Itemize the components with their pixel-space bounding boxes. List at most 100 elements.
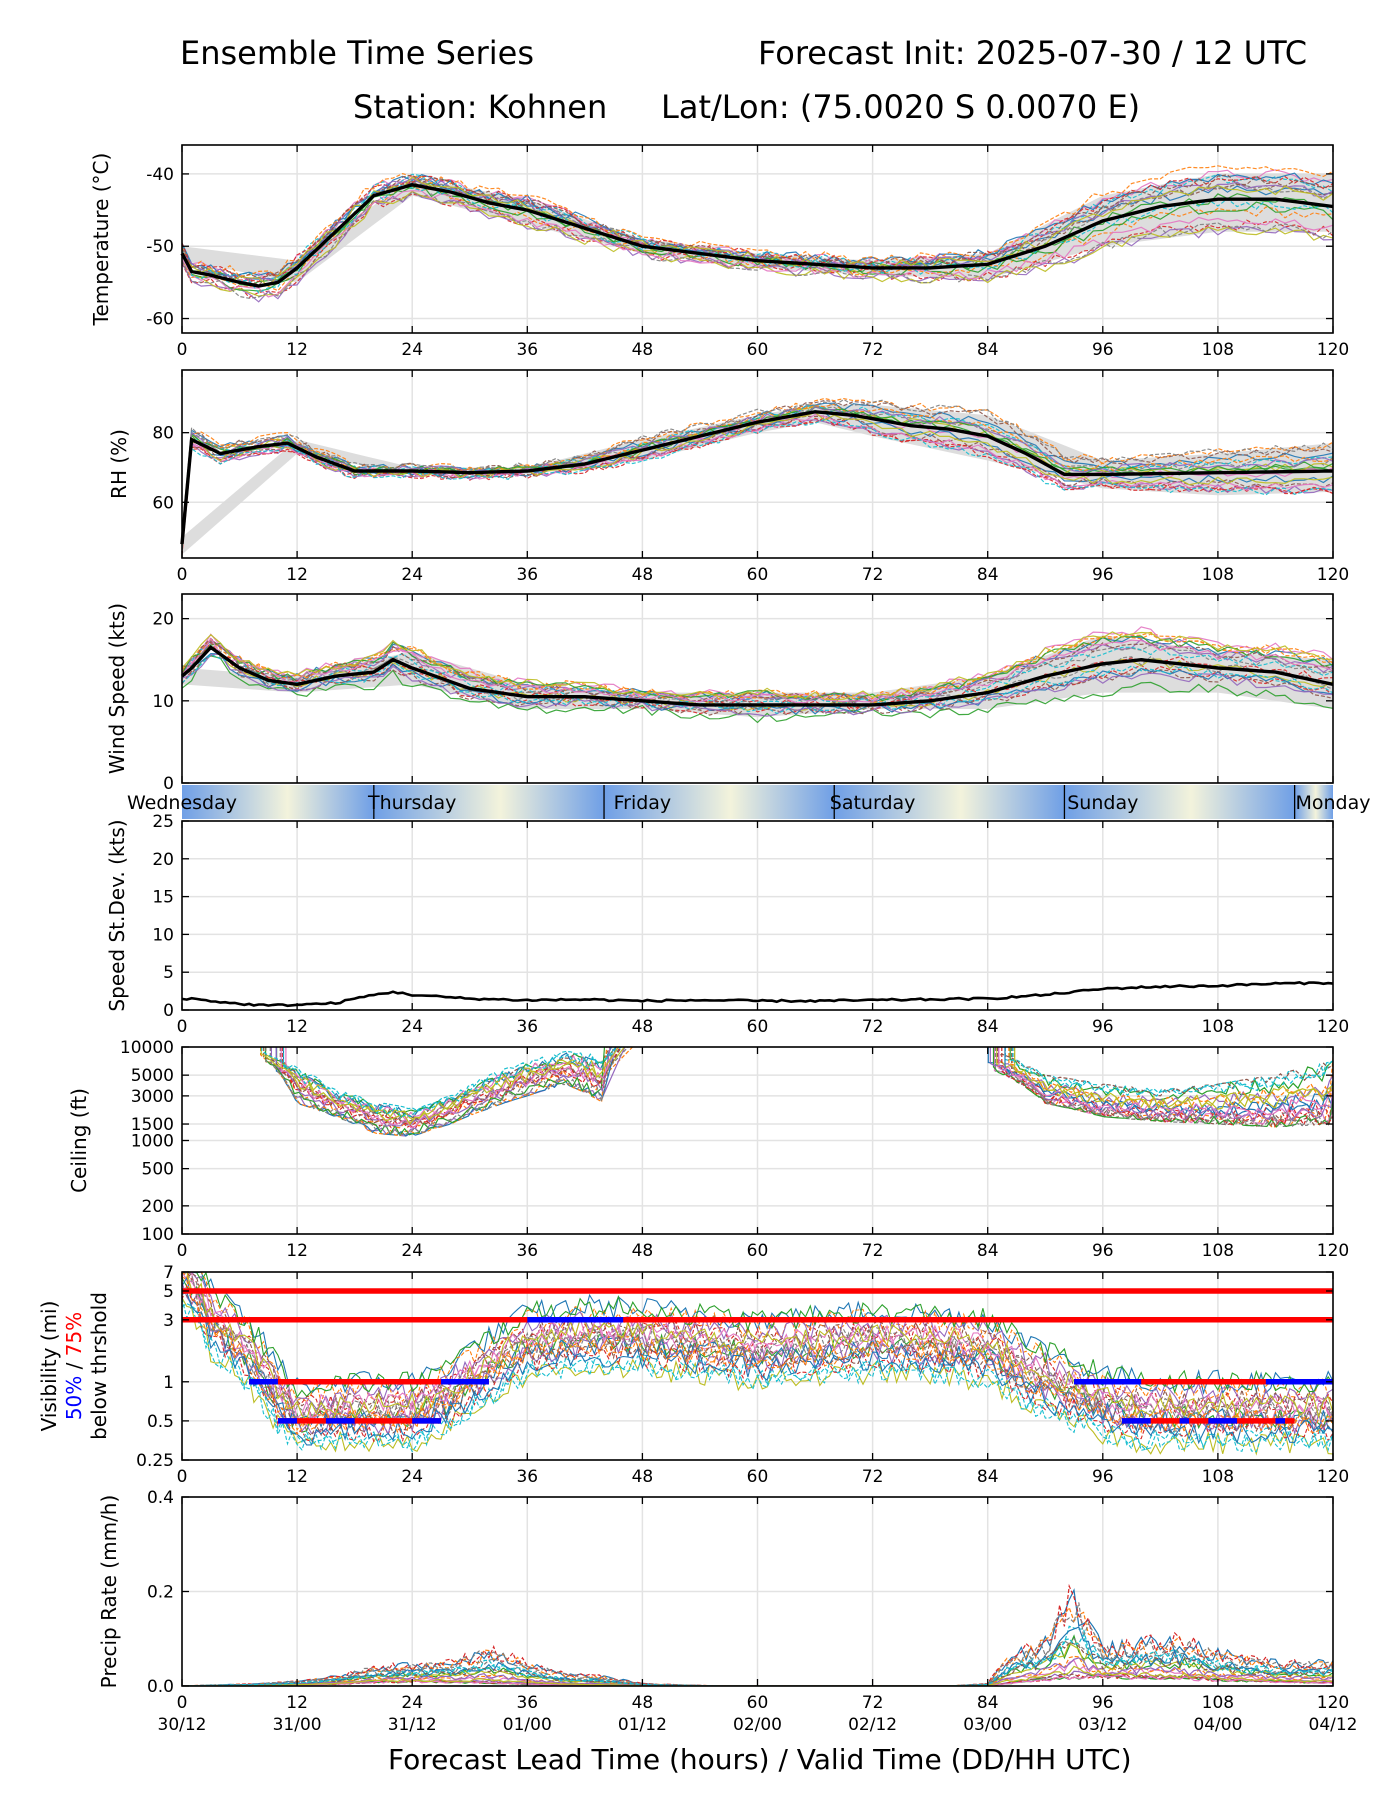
ceiling-xtick-label: 96 [1092,1241,1114,1261]
rh-xtick-label: 48 [632,565,654,585]
precip-xtick-label: 36 [516,1693,538,1713]
speed-stdev-ytick-label: 10 [152,925,174,945]
precip-ytick-label: 0.0 [147,1677,174,1697]
valid-time-label: 03/00 [963,1715,1012,1735]
ceiling-member-line [1012,1047,1333,1097]
precip-ylabel: Precip Rate (mm/h) [97,1495,121,1689]
wind-spread-band [182,635,1333,718]
speed-stdev-xtick-label: 12 [286,1017,308,1037]
valid-time-label: 01/12 [618,1715,667,1735]
speed-stdev-ytick-label: 0 [163,1001,174,1021]
visibility-legend-caption: below thrshold [87,1292,111,1440]
visibility-xtick-label: 48 [632,1467,654,1487]
valid-time-label: 04/12 [1309,1715,1358,1735]
valid-time-label: 04/00 [1193,1715,1242,1735]
ceiling-xtick-label: 120 [1317,1241,1349,1261]
day-band-cell [1064,785,1295,819]
wind-ylabel: Wind Speed (kts) [105,603,129,774]
precip-member-line [182,1602,1333,1686]
temperature-member-line [182,190,1333,298]
precip-member-line [182,1626,1333,1686]
precip-panel: 0 12 24 36 48 60 72 84 96 108 120 0.0 0.2 0.4 Precip R… [97,1488,1358,1735]
ceiling-ytick-label: 1000 [131,1132,174,1152]
ceiling-members [260,1047,1333,1137]
ceiling-ytick-label: 100 [142,1225,174,1245]
temperature-xtick-label: 36 [516,340,538,360]
visibility-legend-p75: 75% [62,1312,86,1356]
ceiling-member-line [1014,1047,1333,1110]
visibility-xtick-label: 0 [177,1467,188,1487]
wind-ytick-label: 10 [152,692,174,712]
ceiling-member-line [282,1047,622,1112]
precip-ytick-label: 0.2 [147,1583,174,1603]
speed-stdev-xtick-label: 84 [977,1017,999,1037]
temperature-xtick-label: 72 [862,340,884,360]
speed-stdev-xtick-label: 60 [747,1017,769,1037]
precip-xtick-label: 24 [401,1693,423,1713]
speed-stdev-xtick-label: 36 [516,1017,538,1037]
valid-time-label: 02/00 [733,1715,782,1735]
speed-stdev-ytick-label: 15 [152,888,174,908]
visibility-member-line [182,1272,1333,1421]
precip-member-line [182,1674,1333,1686]
ceiling-member-line [1013,1047,1333,1127]
speed-stdev-xtick-label: 96 [1092,1017,1114,1037]
x-axis-label: Forecast Lead Time (hours) / Valid Time … [388,1743,1132,1776]
speed-stdev-panel: 0 12 24 36 48 60 72 84 96 108 120 0 5 10 15 20 25 Speed S… [105,812,1349,1037]
day-label: Sunday [1067,792,1138,814]
ceiling-xtick-label: 48 [632,1241,654,1261]
visibility-xtick-label: 96 [1092,1467,1114,1487]
ceiling-xtick-label: 12 [286,1241,308,1261]
rh-xtick-label: 24 [401,565,423,585]
visibility-xtick-label: 108 [1202,1467,1234,1487]
figure-title: Ensemble Time Series [180,34,534,72]
rh-xtick-label: 108 [1202,565,1234,585]
temperature-member-line [182,184,1333,294]
visibility-ytick-label: 1 [163,1373,174,1393]
rh-panel: 0 12 24 36 48 60 72 84 96 108 120 60 80 RH (%) [107,369,1349,585]
precip-xtick-label: 84 [977,1693,999,1713]
temperature-panel: 0 12 24 36 48 60 72 84 96 108 120 -60 -50 -40 Temperat… [89,144,1349,360]
wind-member-line [182,637,1333,704]
temperature-xtick-label: 0 [177,340,188,360]
station-label: Station: Kohnen [353,88,608,126]
speed-stdev-ytick-label: 25 [152,812,174,832]
wind-mean-line [180,645,1334,707]
ceiling-member-line [260,1047,619,1126]
ceiling-ytick-label: 500 [142,1160,174,1180]
precip-ytick-label: 0.4 [147,1488,174,1508]
visibility-xtick-label: 60 [747,1467,769,1487]
ceiling-ytick-label: 200 [142,1197,174,1217]
temperature-member-line [182,165,1333,277]
visibility-xtick-label: 12 [286,1467,308,1487]
wind-ytick-label: 0 [163,774,174,794]
ceiling-member-line [1001,1047,1333,1128]
precip-xtick-label: 120 [1317,1693,1349,1713]
ceiling-ytick-label: 5000 [131,1066,174,1086]
temperature-ytick-label: -50 [146,237,174,257]
visibility-members [182,1272,1333,1456]
rh-xtick-label: 96 [1092,565,1114,585]
wind-member-line [182,645,1333,706]
rh-xtick-label: 72 [862,565,884,585]
ceiling-member-line [998,1047,1333,1117]
precip-member-line [182,1642,1333,1686]
ceiling-xtick-label: 36 [516,1241,538,1261]
visibility-xtick-label: 120 [1317,1467,1349,1487]
temperature-xtick-label: 108 [1202,340,1234,360]
valid-time-label: 03/12 [1078,1715,1127,1735]
temperature-member-line [182,176,1333,287]
ceiling-member-line [1004,1047,1333,1095]
rh-member-line [182,398,1333,534]
visibility-ytick-label: 0.5 [147,1412,174,1432]
precip-member-line [182,1606,1333,1686]
rh-ytick-label: 60 [152,493,174,513]
wind-member-line [182,635,1333,703]
day-band-cell [182,785,374,819]
speed-stdev-xtick-label: 108 [1202,1017,1234,1037]
wind-member-line [182,633,1333,704]
wind-member-line [182,653,1333,717]
visibility-ytick-label: 0.25 [136,1451,174,1471]
rh-xtick-label: 120 [1317,565,1349,585]
